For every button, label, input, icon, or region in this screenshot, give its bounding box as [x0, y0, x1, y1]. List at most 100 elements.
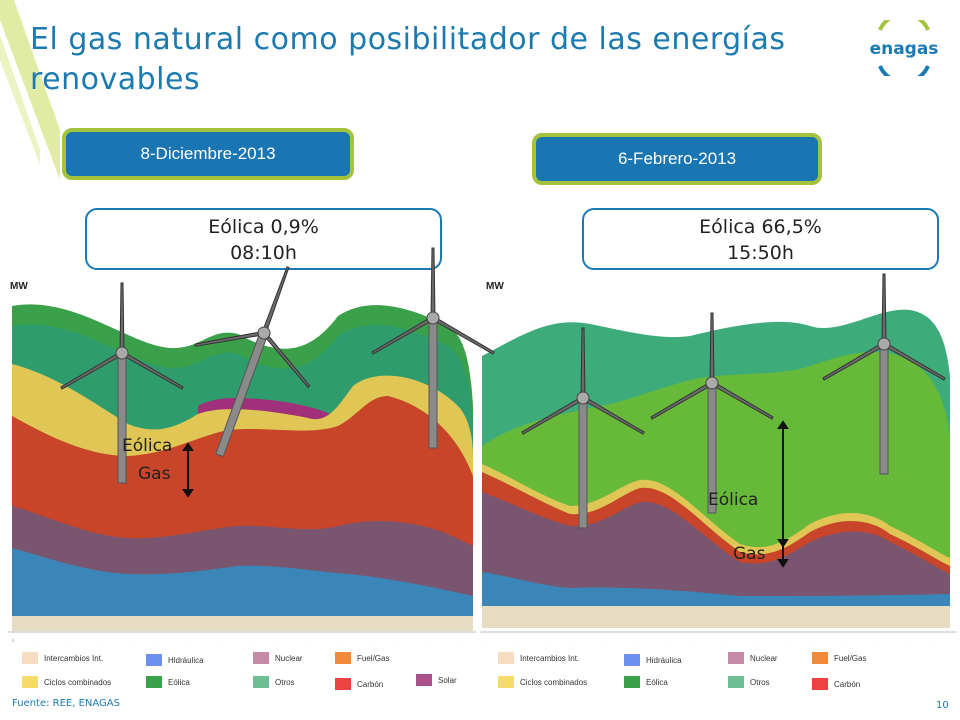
- left-info-share: Eólica 0,9%: [208, 216, 319, 238]
- legend-item: Ciclos combinados: [22, 676, 111, 688]
- svg-text:.: .: [188, 638, 189, 643]
- legend-swatch: [728, 676, 744, 688]
- right-area-intercambios: [482, 606, 950, 628]
- svg-text:.: .: [218, 638, 219, 643]
- svg-text:.: .: [784, 638, 785, 643]
- svg-text:.: .: [634, 638, 635, 643]
- legend-swatch: [498, 676, 514, 688]
- left-info-time: 08:10h: [230, 242, 297, 264]
- right-generation-chart: .... .... .... ....: [480, 296, 956, 648]
- legend-swatch: [146, 654, 162, 666]
- legend-swatch: [22, 676, 38, 688]
- right-info-box: Eólica 66,5% 15:50h: [582, 208, 939, 270]
- legend-swatch: [253, 676, 269, 688]
- enagas-logo: enagas: [870, 20, 939, 76]
- svg-text:.: .: [904, 638, 905, 643]
- legend-swatch: [624, 676, 640, 688]
- legend-item: Hidráulica: [146, 654, 204, 666]
- right-info-share: Eólica 66,5%: [699, 216, 822, 238]
- corner-decoration: [0, 0, 60, 180]
- turbine-icon: [521, 327, 645, 529]
- svg-text:.: .: [664, 638, 665, 643]
- page-number: 10: [936, 700, 949, 711]
- right-eolica-arrow: [777, 420, 789, 548]
- svg-text:.: .: [338, 638, 339, 643]
- turbine-icon: [371, 247, 495, 449]
- legend-item: Nuclear: [728, 652, 778, 664]
- svg-text:.: .: [844, 638, 845, 643]
- legend-swatch: [22, 652, 38, 664]
- legend-item: Otros: [253, 676, 295, 688]
- left-x-ticks: 0... .... .... ....: [12, 638, 459, 643]
- svg-text:.: .: [754, 638, 755, 643]
- svg-text:.: .: [934, 638, 935, 643]
- left-measure-arrow: [182, 442, 194, 498]
- legend-item: Otros: [728, 676, 770, 688]
- svg-text:.: .: [368, 638, 369, 643]
- legend-swatch: [335, 652, 351, 664]
- svg-text:.: .: [308, 638, 309, 643]
- right-info-time: 15:50h: [727, 242, 794, 264]
- right-date: 6-Febrero-2013: [617, 149, 737, 168]
- right-annot-gas: Gas: [733, 544, 766, 564]
- right-axis-label: MW: [486, 281, 504, 292]
- svg-text:.: .: [98, 638, 99, 643]
- legend-swatch: [498, 652, 514, 664]
- svg-text:.: .: [874, 638, 875, 643]
- legend-item: Eólica: [146, 676, 190, 688]
- left-annot-gas: Gas: [138, 464, 171, 484]
- svg-text:.: .: [694, 638, 695, 643]
- right-gas-arrow: [777, 546, 789, 568]
- left-area-intercambios: [12, 616, 473, 631]
- legend-item: Fuel/Gas: [812, 652, 866, 664]
- legend-item: Fuel/Gas: [335, 652, 389, 664]
- svg-text:.: .: [128, 638, 129, 643]
- right-x-ticks: .... .... .... ....: [484, 638, 935, 643]
- svg-text:.: .: [544, 638, 545, 643]
- svg-text:.: .: [158, 638, 159, 643]
- right-area-nuclear: [482, 492, 950, 606]
- left-date-box: 8-Diciembre-2013: [62, 128, 354, 180]
- turbine-icon: [822, 273, 946, 475]
- legend-swatch: [335, 678, 351, 690]
- left-info-box: Eólica 0,9% 08:10h: [85, 208, 442, 270]
- logo-text: enagas: [870, 39, 939, 59]
- turbine-icon: [161, 245, 346, 477]
- legend-swatch: [253, 652, 269, 664]
- svg-text:.: .: [278, 638, 279, 643]
- legend-item: Carbón: [335, 678, 383, 690]
- legend-swatch: [416, 674, 432, 686]
- page-title: El gas natural como posibilitador de las…: [30, 22, 786, 97]
- svg-text:.: .: [514, 638, 515, 643]
- legend-item: Intercambios Int.: [22, 652, 103, 664]
- svg-text:.: .: [604, 638, 605, 643]
- legend-swatch: [812, 678, 828, 690]
- svg-text:.: .: [248, 638, 249, 643]
- turbine-icon: [650, 312, 774, 514]
- legend-item: Hidráulica: [624, 654, 682, 666]
- svg-text:0: 0: [12, 638, 15, 643]
- legend-swatch: [624, 654, 640, 666]
- left-generation-chart: 0... .... .... ....: [8, 296, 476, 648]
- legend-item: Nuclear: [253, 652, 303, 664]
- svg-text:.: .: [428, 638, 429, 643]
- right-annot-eolica: Eólica: [708, 490, 759, 510]
- source-note: Fuente: REE, ENAGAS: [12, 698, 120, 709]
- svg-text:.: .: [484, 638, 485, 643]
- legend-item: Solar: [416, 674, 457, 686]
- svg-text:.: .: [724, 638, 725, 643]
- legend-item: Carbón: [812, 678, 860, 690]
- left-area-hidraulica: [12, 548, 473, 631]
- legend-item: Intercambios Int.: [498, 652, 579, 664]
- left-date: 8-Diciembre-2013: [140, 144, 276, 163]
- right-area-hidraulica: [482, 572, 950, 606]
- svg-text:.: .: [68, 638, 69, 643]
- svg-text:.: .: [574, 638, 575, 643]
- right-date-box: 6-Febrero-2013: [532, 133, 822, 185]
- legend-swatch: [812, 652, 828, 664]
- left-axis-label: MW: [10, 281, 28, 292]
- legend-item: Eólica: [624, 676, 668, 688]
- svg-text:.: .: [398, 638, 399, 643]
- svg-text:.: .: [814, 638, 815, 643]
